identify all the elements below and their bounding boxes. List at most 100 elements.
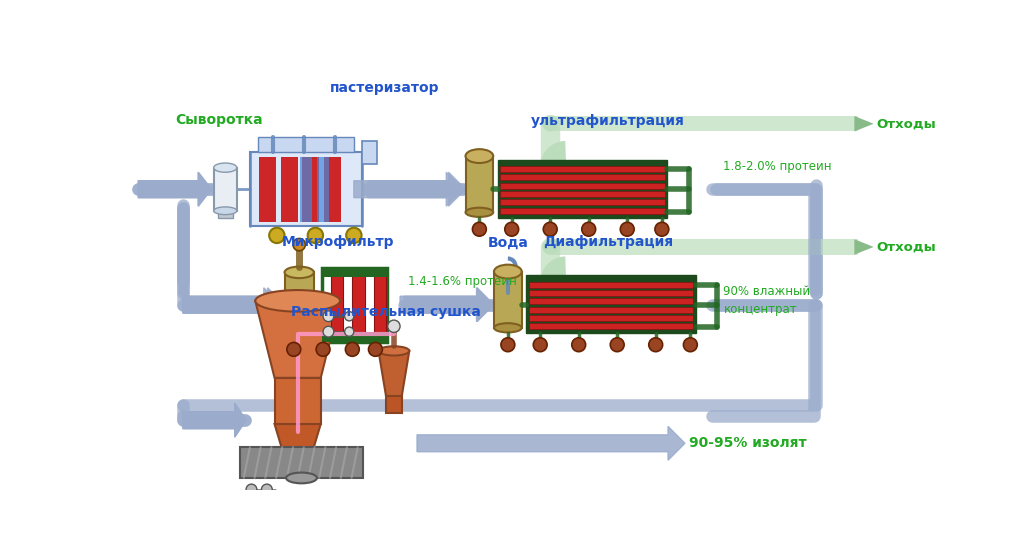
Circle shape	[261, 496, 272, 507]
Bar	[526, 276, 695, 333]
Circle shape	[501, 338, 515, 351]
Ellipse shape	[214, 207, 237, 215]
Bar	[528, 282, 693, 288]
Bar	[500, 183, 665, 189]
Bar	[302, 157, 319, 222]
Circle shape	[246, 496, 257, 507]
Circle shape	[571, 338, 586, 351]
Circle shape	[649, 338, 663, 351]
FancyArrow shape	[417, 426, 685, 460]
Polygon shape	[854, 116, 873, 131]
Bar	[466, 156, 494, 212]
Bar	[324, 157, 341, 222]
Polygon shape	[379, 351, 410, 397]
Bar	[528, 315, 693, 321]
Bar	[528, 290, 693, 296]
Ellipse shape	[494, 323, 521, 332]
Bar	[322, 268, 387, 277]
Circle shape	[683, 338, 697, 351]
Circle shape	[316, 343, 330, 356]
Bar	[500, 208, 665, 214]
Bar	[374, 274, 386, 336]
Bar	[300, 157, 312, 222]
Circle shape	[323, 326, 334, 337]
Bar	[274, 378, 321, 424]
Circle shape	[544, 222, 557, 236]
FancyArrow shape	[183, 288, 281, 322]
Bar	[259, 157, 276, 222]
FancyArrow shape	[183, 403, 246, 437]
Bar	[214, 168, 237, 211]
Bar	[322, 332, 387, 342]
Circle shape	[534, 338, 547, 351]
FancyArrow shape	[400, 288, 494, 322]
Bar	[281, 157, 298, 222]
Bar	[500, 191, 665, 197]
Ellipse shape	[255, 290, 340, 312]
Bar	[331, 274, 343, 336]
Bar	[352, 274, 365, 336]
Circle shape	[388, 320, 400, 332]
Circle shape	[293, 239, 305, 251]
Ellipse shape	[543, 116, 558, 131]
Circle shape	[582, 222, 596, 236]
Text: Сыворотка: Сыворотка	[175, 113, 263, 127]
Bar	[386, 395, 401, 412]
Bar	[316, 157, 330, 222]
Circle shape	[346, 228, 361, 243]
FancyArrow shape	[368, 172, 466, 206]
Text: Диафильтрация: Диафильтрация	[543, 235, 673, 249]
Bar	[258, 137, 354, 152]
Text: 90-95% изолят: 90-95% изолят	[689, 436, 807, 450]
Circle shape	[307, 228, 323, 243]
Circle shape	[610, 338, 625, 351]
Ellipse shape	[494, 265, 521, 278]
Ellipse shape	[286, 472, 316, 483]
Circle shape	[323, 311, 334, 322]
Text: ультрафильтрация: ультрафильтрация	[531, 114, 685, 128]
Polygon shape	[274, 424, 321, 470]
Ellipse shape	[466, 208, 494, 217]
Bar	[250, 152, 361, 226]
Text: 1.4-1.6% протеин: 1.4-1.6% протеин	[408, 275, 516, 288]
Text: Отходы: Отходы	[876, 117, 936, 130]
Text: Отходы: Отходы	[876, 240, 936, 254]
Circle shape	[505, 222, 518, 236]
Ellipse shape	[379, 346, 410, 355]
Ellipse shape	[214, 163, 237, 172]
Circle shape	[246, 484, 257, 495]
FancyArrow shape	[138, 172, 211, 206]
FancyArrow shape	[183, 403, 246, 437]
Circle shape	[655, 222, 669, 236]
FancyArrow shape	[403, 288, 493, 322]
Ellipse shape	[466, 149, 494, 163]
Bar	[361, 141, 377, 164]
Bar	[500, 200, 665, 206]
Text: 1.8-2.0% протеин: 1.8-2.0% протеин	[724, 160, 831, 173]
Bar	[494, 272, 521, 328]
Circle shape	[621, 222, 634, 236]
Ellipse shape	[285, 332, 313, 342]
Circle shape	[472, 222, 486, 236]
Circle shape	[287, 343, 301, 356]
Text: Вода: Вода	[487, 235, 528, 249]
FancyArrow shape	[138, 172, 211, 206]
Bar	[498, 160, 668, 218]
Bar	[322, 268, 387, 342]
Bar	[500, 166, 665, 172]
Bar	[528, 307, 693, 312]
Circle shape	[369, 343, 382, 356]
Bar	[528, 298, 693, 304]
Text: Микрофильтр: Микрофильтр	[283, 235, 394, 249]
Bar	[285, 272, 313, 337]
Bar	[550, 116, 858, 131]
Bar	[217, 209, 233, 218]
Circle shape	[345, 327, 354, 336]
Ellipse shape	[543, 239, 558, 255]
Circle shape	[261, 484, 272, 495]
Text: 90% влажный
концентрат: 90% влажный концентрат	[724, 285, 811, 316]
FancyArrow shape	[183, 288, 285, 322]
Bar	[528, 323, 693, 329]
FancyArrow shape	[354, 172, 463, 206]
Circle shape	[269, 228, 285, 243]
